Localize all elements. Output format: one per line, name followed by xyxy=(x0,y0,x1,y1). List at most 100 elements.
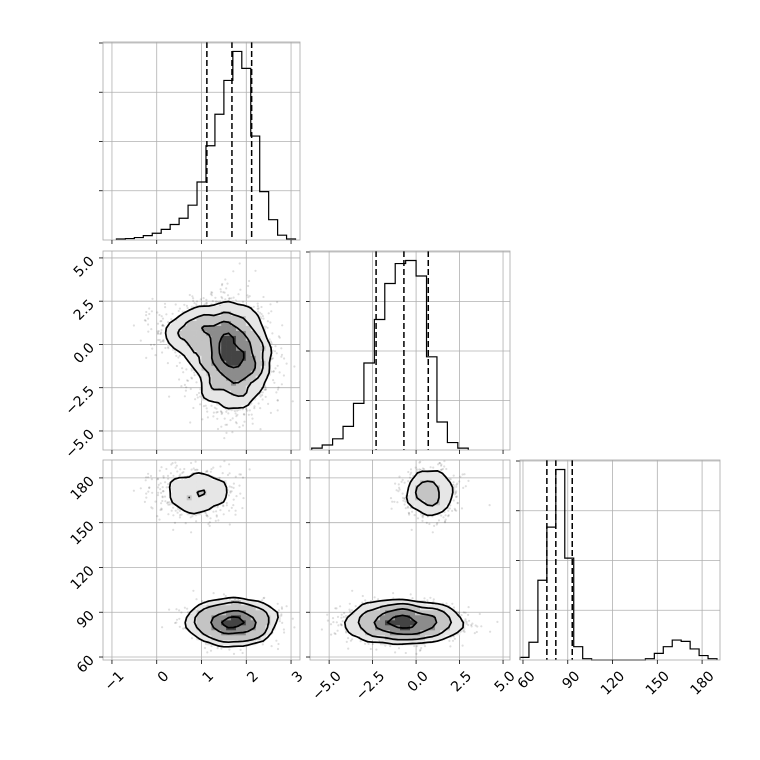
sample-point xyxy=(247,296,250,299)
density-cell xyxy=(221,385,227,391)
sample-point xyxy=(216,417,219,420)
hist-1-steps xyxy=(311,259,469,450)
sample-point xyxy=(213,406,216,409)
sample-point xyxy=(145,356,148,359)
sample-point xyxy=(229,419,232,422)
sample-point xyxy=(153,343,156,346)
sample-point xyxy=(256,305,259,308)
sample-point xyxy=(280,606,283,609)
sample-point xyxy=(261,315,264,318)
sample-point xyxy=(184,389,187,392)
density-cell xyxy=(171,330,178,336)
density-cell xyxy=(255,335,261,341)
density-cell xyxy=(201,305,207,311)
density-cell xyxy=(231,345,237,351)
density-cell xyxy=(201,320,207,326)
sample-point xyxy=(202,405,205,408)
sample-point xyxy=(276,388,280,391)
density-cell xyxy=(240,360,247,366)
sample-point xyxy=(241,651,244,655)
sample-point xyxy=(245,407,248,411)
density-cell xyxy=(206,320,212,326)
density-cell xyxy=(216,380,222,386)
density-cell xyxy=(221,395,227,401)
sample-point xyxy=(171,312,174,315)
density-cell xyxy=(245,370,252,376)
density-cell xyxy=(226,350,232,356)
sample-point xyxy=(215,407,218,410)
density-cell xyxy=(181,345,188,351)
sample-point xyxy=(280,355,283,358)
density-cell xyxy=(201,370,207,376)
sample-point xyxy=(222,593,225,596)
density-cell xyxy=(226,370,232,376)
sample-point xyxy=(237,293,240,296)
sample-point xyxy=(148,307,151,310)
density-cell xyxy=(186,330,192,336)
sample-point xyxy=(185,368,188,371)
sample-point xyxy=(280,614,283,617)
sample-point xyxy=(247,284,250,288)
density-cell xyxy=(191,325,197,331)
density-cell xyxy=(191,310,197,316)
density-cell xyxy=(245,340,252,346)
sample-point xyxy=(276,301,279,304)
sample-point xyxy=(161,317,165,320)
density-cell xyxy=(211,365,217,371)
sample-point xyxy=(219,410,222,413)
density-cell xyxy=(216,385,222,391)
sample-point xyxy=(178,378,181,381)
sample-point xyxy=(139,339,142,342)
sample-point xyxy=(266,320,269,323)
density-cell xyxy=(196,370,202,376)
density-cell xyxy=(201,380,207,386)
sample-point xyxy=(220,410,223,414)
sample-point xyxy=(190,376,193,379)
density-cell xyxy=(240,365,247,371)
density-cell xyxy=(235,320,242,326)
sample-point xyxy=(261,643,264,646)
sample-point xyxy=(238,262,241,265)
sample-point xyxy=(205,298,208,301)
density-cell xyxy=(240,310,247,316)
sample-point xyxy=(220,295,223,299)
density-cell xyxy=(221,325,227,331)
sample-point xyxy=(164,306,167,309)
density-cell xyxy=(167,325,173,331)
sample-point xyxy=(167,321,170,324)
sample-point xyxy=(178,307,181,310)
density-cell xyxy=(240,325,247,331)
density-cell xyxy=(240,400,247,406)
sample-point xyxy=(235,422,238,425)
sample-point xyxy=(282,374,285,377)
sample-point xyxy=(235,415,238,418)
density-cell xyxy=(231,315,237,321)
sample-point xyxy=(275,639,278,642)
sample-point xyxy=(186,306,189,310)
density-cell xyxy=(206,315,212,321)
sample-point xyxy=(261,391,264,394)
sample-point xyxy=(241,408,244,411)
sample-point xyxy=(261,398,264,401)
sample-point xyxy=(224,298,227,301)
sample-point xyxy=(276,409,279,412)
sample-point xyxy=(215,300,218,303)
sample-point xyxy=(156,322,160,325)
density-cell xyxy=(191,355,197,361)
sample-point xyxy=(220,647,223,650)
density-cell xyxy=(201,315,207,321)
density-cell xyxy=(250,360,256,366)
sample-point xyxy=(181,367,184,370)
density-cell xyxy=(201,340,207,346)
sample-point xyxy=(225,431,228,434)
hist-2-frame xyxy=(519,459,721,661)
sample-point xyxy=(259,428,262,431)
sample-point xyxy=(212,411,215,414)
sample-point xyxy=(162,340,165,343)
sample-point xyxy=(159,332,162,336)
sample-point xyxy=(242,413,245,416)
sample-point xyxy=(224,278,227,281)
density-cell xyxy=(196,325,202,331)
density-cell xyxy=(221,305,227,311)
density-cell xyxy=(240,380,247,386)
